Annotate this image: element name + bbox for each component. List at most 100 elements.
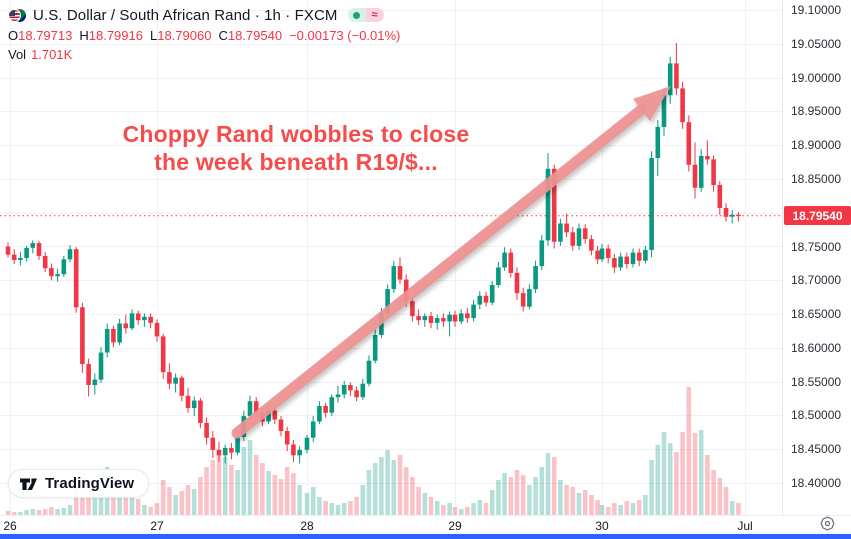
volume-bar [278, 479, 284, 515]
volume-bar [222, 457, 228, 515]
volume-bar [723, 487, 729, 515]
candle-body [520, 293, 526, 307]
candle-body [545, 168, 551, 241]
volume-bar [422, 493, 428, 515]
time-axis[interactable]: 26 27 28 29 30 Jul [0, 515, 851, 534]
volume-bar [266, 471, 271, 515]
volume-bar [179, 491, 185, 515]
close-label: C [218, 28, 228, 43]
volume-bar [483, 503, 489, 515]
chart-text-annotation[interactable]: Choppy Rand wobbles to close the week be… [95, 120, 497, 176]
candle-body [329, 397, 335, 413]
candle-body [599, 248, 605, 260]
volume-bar [260, 463, 265, 515]
symbol-title[interactable]: U.S. Dollar / South African Rand · 1h · … [33, 6, 338, 24]
candle-body [317, 406, 322, 422]
volume-bar [661, 432, 667, 515]
volume-bar [24, 510, 29, 515]
candle-body [229, 447, 234, 453]
candle-body [674, 63, 679, 89]
candle-body [643, 249, 648, 261]
volume-bar [582, 490, 588, 515]
volume-bar [135, 499, 141, 515]
volume-bar [291, 473, 296, 515]
candle-body [372, 335, 378, 361]
volume-bar [317, 497, 322, 515]
volume-bar [241, 447, 247, 515]
trend-arrow-head [633, 86, 671, 121]
volume-bar [173, 495, 178, 515]
candle-body [61, 259, 67, 275]
volume-bar [667, 443, 673, 515]
candle-body [655, 126, 661, 158]
price-axis-label: 18.65000 [791, 307, 842, 321]
candle-body [527, 289, 532, 307]
settings-gear-icon[interactable] [820, 516, 835, 531]
candle-body [589, 239, 594, 251]
ohlc-readout: O18.79713 H18.79916 L18.79060 C18.79540 … [8, 28, 400, 43]
volume-bar [272, 475, 278, 515]
volume-bar [551, 457, 557, 515]
candle-body [284, 431, 290, 445]
chart-header: U.S. Dollar / South African Rand · 1h · … [8, 6, 400, 62]
market-open-dot-icon [353, 11, 361, 19]
volume-bar [655, 445, 661, 515]
volume-readout: Vol 1.701K [8, 47, 400, 62]
candle-body [24, 247, 29, 258]
candle-body [191, 400, 197, 408]
candle-body [366, 360, 372, 384]
candle-body [649, 158, 654, 250]
candle-body [129, 313, 135, 329]
volume-bar [452, 507, 458, 515]
candle-body [323, 406, 328, 413]
trend-arrow-drawing[interactable] [231, 86, 671, 439]
price-axis-label: 18.60000 [791, 341, 842, 355]
candle-body [272, 410, 278, 420]
volume-bar [605, 507, 611, 515]
volume-bar [576, 493, 582, 515]
volume-bar [204, 467, 209, 515]
volume-bar [599, 505, 605, 515]
volume-bar [692, 433, 698, 515]
price-axis[interactable]: 19.10000 19.05000 19.00000 18.95000 18.90000… [782, 0, 851, 534]
candle-body [410, 301, 415, 317]
volume-bar [198, 477, 203, 515]
volume-bar [348, 501, 353, 515]
candle-body [723, 208, 729, 217]
candle-body [465, 313, 470, 319]
candle-body [266, 410, 271, 422]
volume-bar [323, 501, 328, 515]
annotation-line-2: the week beneath R19/$... [154, 149, 438, 175]
candle-body [123, 323, 129, 329]
tradingview-logo-watermark[interactable]: TradingView [8, 469, 150, 498]
candle-body [80, 307, 85, 365]
price-axis-label: 18.70000 [791, 273, 842, 287]
open-value: 18.79713 [18, 28, 73, 43]
candle-body [711, 159, 716, 185]
volume-bar [527, 485, 532, 515]
volume-bar [403, 467, 409, 515]
price-axis-label: 18.40000 [791, 476, 842, 490]
volume-bar [216, 453, 222, 515]
candle-body [210, 437, 216, 450]
volume-bar [711, 470, 716, 515]
volume-bar [5, 511, 11, 515]
close-value: 18.79540 [227, 28, 283, 43]
volume-bar [67, 505, 73, 515]
candle-body [92, 379, 98, 385]
candle-body [67, 249, 73, 260]
volume-bar [533, 477, 538, 515]
candle-body [11, 254, 17, 260]
volume-bar [154, 503, 160, 515]
volume-bar [210, 460, 216, 515]
volume-bar [360, 485, 366, 515]
market-open-status-badge[interactable] [347, 8, 366, 22]
candle-body [576, 228, 582, 246]
volume-bar [636, 500, 642, 515]
volume-bar [55, 509, 60, 515]
candle-body [416, 316, 421, 321]
delayed-data-badge[interactable]: ≈ [365, 8, 384, 22]
candlestick-series [5, 43, 741, 464]
chart-canvas[interactable] [0, 0, 782, 515]
volume-bar [61, 508, 67, 515]
